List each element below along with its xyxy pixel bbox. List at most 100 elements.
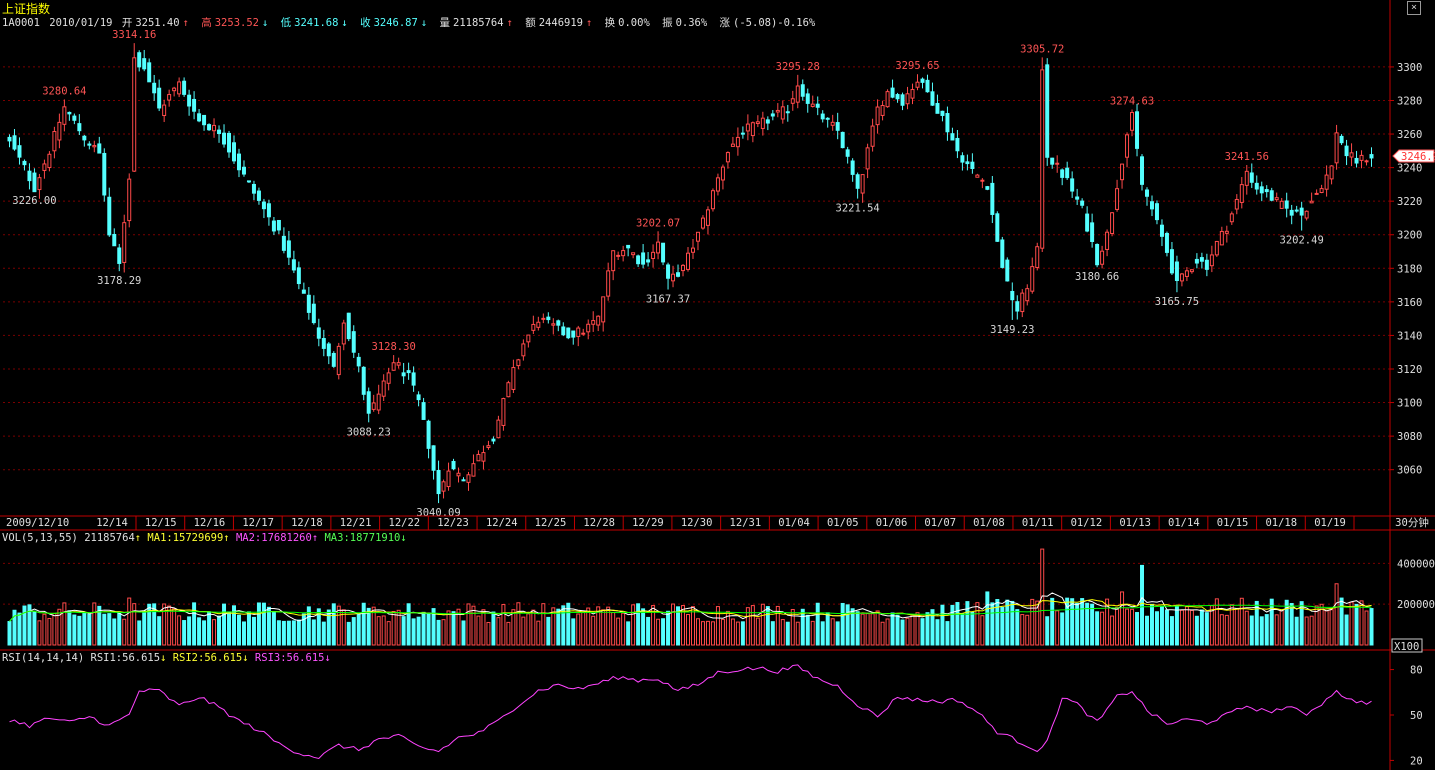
candle-body <box>27 170 32 182</box>
volume-bar <box>207 611 212 646</box>
volume-bar <box>127 597 132 646</box>
candle-body <box>820 113 825 120</box>
volume-bar <box>351 617 356 646</box>
volume-bar <box>421 611 426 646</box>
candle-body <box>1304 210 1309 219</box>
high-label: 高 <box>201 17 212 29</box>
volume-bar <box>865 613 870 646</box>
volume-bar <box>1125 608 1130 646</box>
volume-bar <box>601 609 606 646</box>
candle-body <box>1040 69 1045 249</box>
price-annotation-high: 3295.65 <box>895 60 939 72</box>
turnover-label: 换 <box>604 17 616 29</box>
time-axis-label: 12/25 <box>535 517 567 529</box>
volume-unit-label: X100 <box>1394 641 1419 653</box>
volume-bar <box>1359 600 1364 646</box>
volume-bar <box>1010 600 1015 646</box>
volume-bar <box>396 609 401 646</box>
volume-bar <box>1244 610 1249 646</box>
open-label: 开 <box>121 17 133 29</box>
candle-body <box>765 119 770 124</box>
price-tick-label: 3160 <box>1397 297 1422 309</box>
volume-bar <box>122 618 127 646</box>
candle-body <box>745 123 750 132</box>
candle-body <box>970 161 975 170</box>
candle-body <box>177 81 182 95</box>
rsi2-label: RSI2: <box>172 652 205 664</box>
candle-body <box>651 251 656 259</box>
low-value: 3241.68 <box>294 17 339 29</box>
price-tick-label: 3080 <box>1397 431 1422 443</box>
candle-body <box>241 166 246 175</box>
volume-bar <box>486 621 491 646</box>
candle-body <box>551 323 556 326</box>
candle-body <box>1269 190 1274 201</box>
candle-body <box>67 111 72 115</box>
candle-body <box>1135 111 1140 149</box>
volume-bar <box>765 606 770 646</box>
candle-body <box>276 219 281 231</box>
volume-bar <box>232 605 236 646</box>
candle-body <box>945 113 950 133</box>
volume-bar <box>132 603 137 646</box>
volume-bar <box>656 618 661 646</box>
candle-body <box>261 201 266 210</box>
candle-body <box>536 321 541 328</box>
candle-body <box>441 481 446 492</box>
volume-bar <box>227 611 232 646</box>
volume-ma2-line <box>9 599 1372 622</box>
candle-body <box>321 338 326 349</box>
volume-indicator-arrow-icon: ↑ <box>134 532 142 544</box>
close-icon[interactable]: × <box>1407 1 1421 15</box>
time-axis-label: 12/18 <box>291 517 323 529</box>
candle-body <box>256 190 261 201</box>
candle-body <box>112 233 117 247</box>
candle-body <box>356 356 361 367</box>
volume-bar <box>975 602 980 646</box>
ma3-value: 18771910 <box>349 532 401 544</box>
candle-body <box>546 316 551 321</box>
candle-body <box>1214 240 1219 256</box>
volume-bar <box>1035 600 1040 646</box>
ma1-arrow-icon: ↑ <box>223 532 230 544</box>
volume-bar <box>1274 614 1279 646</box>
candle-body <box>1179 273 1184 282</box>
volume-bar <box>636 603 641 646</box>
candle-body <box>197 113 202 122</box>
close-label: 收 <box>360 17 371 29</box>
candle-body <box>451 460 456 470</box>
volume-bar <box>895 614 900 646</box>
candle-body <box>1120 163 1125 181</box>
ma2-value: 17681260 <box>261 532 312 544</box>
volume-bar <box>1204 612 1209 646</box>
volume-bar <box>715 606 720 646</box>
ma3-arrow-icon: ↓ <box>400 532 407 544</box>
candle-body <box>715 177 720 192</box>
candle-body <box>57 121 62 141</box>
volume-bar <box>940 604 945 646</box>
candle-body <box>850 160 855 175</box>
candle-body <box>137 52 142 68</box>
volume-bar <box>1284 599 1289 646</box>
volume-bar <box>1324 610 1329 646</box>
volume-bar <box>27 604 32 646</box>
volume-bar <box>426 612 431 646</box>
volume-bar <box>147 603 152 646</box>
volume-bar <box>521 616 526 646</box>
rsi-line <box>9 664 1372 760</box>
volume-bar <box>1334 583 1339 646</box>
candle-body <box>1060 169 1065 178</box>
volume-bar <box>157 616 162 646</box>
volume-bar <box>1209 605 1214 646</box>
price-annotation-low: 3165.75 <box>1155 296 1199 308</box>
volume-bar <box>910 614 915 646</box>
candle-body <box>691 247 695 253</box>
volume-bar <box>556 608 561 646</box>
candle-body <box>750 122 755 137</box>
candle-body <box>511 367 516 390</box>
candle-body <box>1219 230 1224 246</box>
candle-body <box>431 445 436 471</box>
time-axis-label: 12/31 <box>730 517 762 529</box>
volume-bar <box>546 616 551 646</box>
